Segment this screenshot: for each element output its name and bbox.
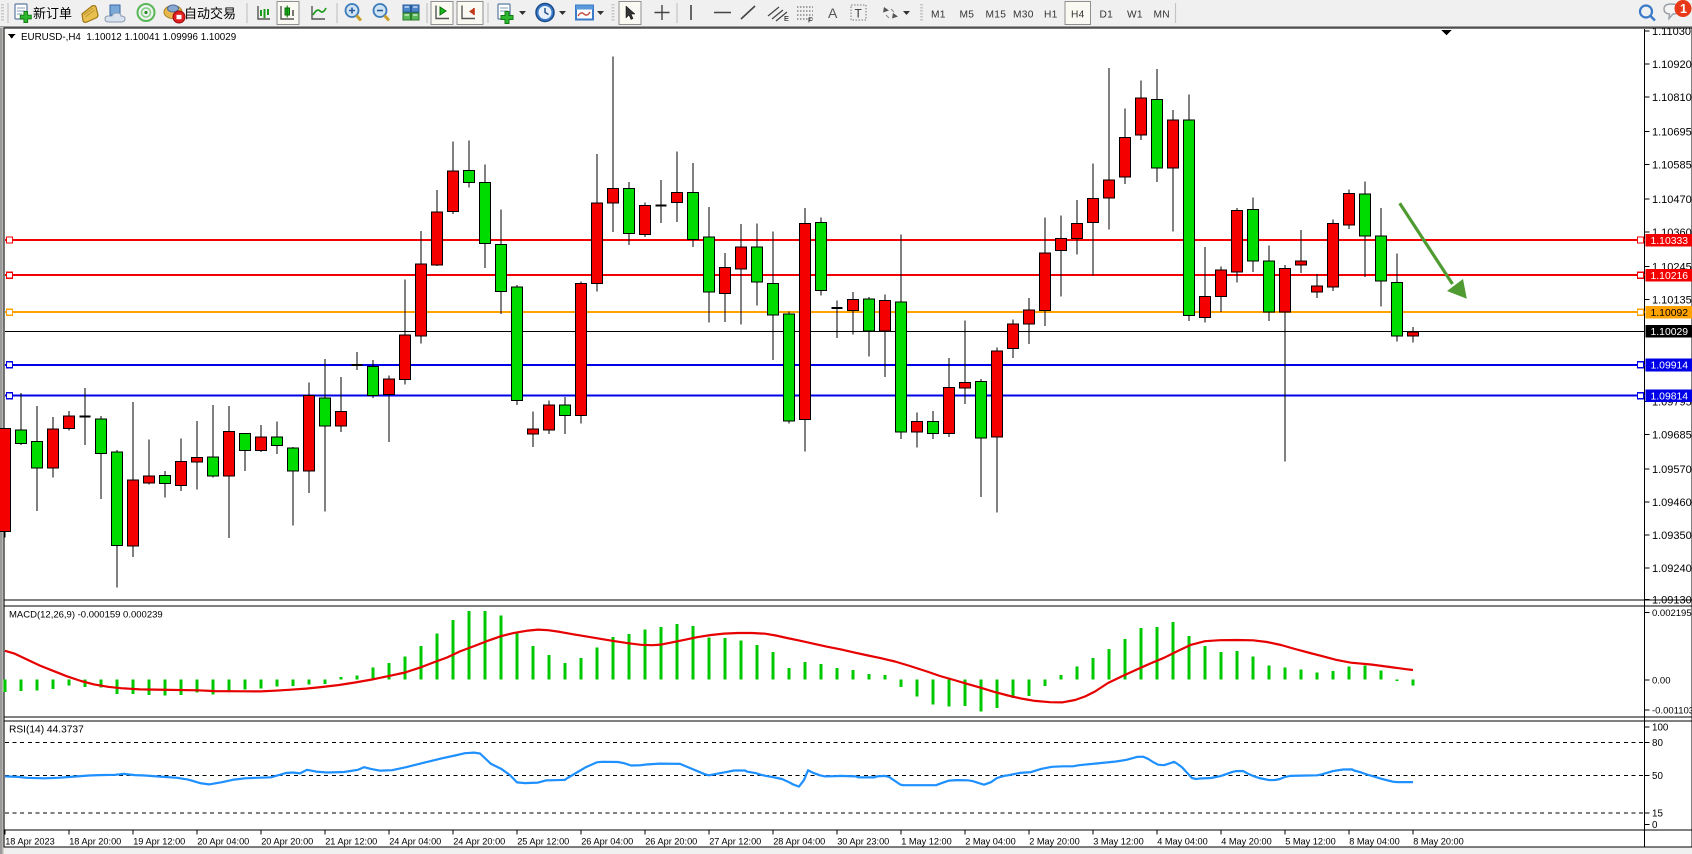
svg-text:M30: M30: [1013, 10, 1034, 21]
svg-text:8 May 20:00: 8 May 20:00: [1413, 837, 1464, 847]
svg-text:F: F: [808, 16, 813, 25]
svg-text:27 Apr 12:00: 27 Apr 12:00: [709, 837, 761, 847]
svg-text:20 Apr 04:00: 20 Apr 04:00: [197, 837, 249, 847]
svg-text:15: 15: [1652, 809, 1663, 820]
svg-text:80: 80: [1652, 738, 1663, 749]
svg-text:T: T: [855, 7, 863, 21]
svg-text:2 May 20:00: 2 May 20:00: [1029, 837, 1080, 847]
svg-text:M1: M1: [931, 10, 946, 21]
svg-text:D1: D1: [1100, 10, 1114, 21]
svg-text:W1: W1: [1127, 10, 1143, 21]
svg-text:18 Apr 20:00: 18 Apr 20:00: [69, 837, 121, 847]
svg-text:M15: M15: [986, 10, 1007, 21]
svg-text:H4: H4: [1071, 10, 1085, 21]
svg-text:1.10695: 1.10695: [1652, 126, 1692, 138]
svg-text:A: A: [828, 5, 838, 21]
svg-text:1.09130: 1.09130: [1652, 595, 1692, 607]
svg-text:18 Apr 2023: 18 Apr 2023: [5, 837, 55, 847]
svg-text:20 Apr 20:00: 20 Apr 20:00: [261, 837, 313, 847]
svg-text:100: 100: [1652, 722, 1669, 733]
svg-text:21 Apr 12:00: 21 Apr 12:00: [325, 837, 377, 847]
svg-text:1.11030: 1.11030: [1652, 26, 1691, 38]
svg-text:0.002195: 0.002195: [1652, 608, 1692, 619]
svg-text:5 May 12:00: 5 May 12:00: [1285, 837, 1336, 847]
svg-text:EURUSD-,H4 1.10012 1.10041 1.: EURUSD-,H4 1.10012 1.10041 1.09996 1.100…: [21, 32, 236, 43]
svg-text:4 May 04:00: 4 May 04:00: [1157, 837, 1208, 847]
svg-text:1 May 12:00: 1 May 12:00: [901, 837, 952, 847]
svg-text:H1: H1: [1044, 10, 1058, 21]
svg-text:1.10585: 1.10585: [1652, 159, 1692, 171]
svg-text:0: 0: [1652, 820, 1658, 831]
svg-text:3 May 12:00: 3 May 12:00: [1093, 837, 1144, 847]
svg-text:1.10810: 1.10810: [1652, 92, 1692, 104]
svg-text:8 May 04:00: 8 May 04:00: [1349, 837, 1400, 847]
svg-text:2 May 04:00: 2 May 04:00: [965, 837, 1016, 847]
svg-text:1: 1: [1680, 2, 1687, 16]
svg-text:1.09570: 1.09570: [1652, 464, 1692, 476]
svg-text:26 Apr 04:00: 26 Apr 04:00: [581, 837, 633, 847]
svg-text:1.10333: 1.10333: [1651, 236, 1689, 247]
svg-text:1.10135: 1.10135: [1652, 294, 1692, 306]
svg-text:50: 50: [1652, 771, 1663, 782]
svg-text:24 Apr 04:00: 24 Apr 04:00: [389, 837, 441, 847]
svg-text:25 Apr 12:00: 25 Apr 12:00: [517, 837, 569, 847]
svg-text:-0.001103: -0.001103: [1652, 706, 1692, 717]
svg-text:1.10029: 1.10029: [1651, 327, 1689, 338]
svg-text:1.09685: 1.09685: [1652, 430, 1692, 442]
svg-text:19 Apr 12:00: 19 Apr 12:00: [133, 837, 185, 847]
svg-text:1.09814: 1.09814: [1651, 391, 1689, 402]
svg-text:24 Apr 20:00: 24 Apr 20:00: [453, 837, 505, 847]
svg-text:新订单: 新订单: [33, 6, 72, 21]
svg-text:1.10470: 1.10470: [1652, 194, 1692, 206]
svg-text:自动交易: 自动交易: [184, 6, 236, 21]
svg-text:M5: M5: [960, 10, 975, 21]
svg-text:26 Apr 20:00: 26 Apr 20:00: [645, 837, 697, 847]
svg-text:1.09914: 1.09914: [1651, 361, 1689, 372]
svg-text:RSI(14) 44.3737: RSI(14) 44.3737: [9, 725, 84, 736]
svg-text:1.10216: 1.10216: [1651, 271, 1689, 282]
svg-text:E: E: [784, 14, 789, 23]
svg-text:1.10920: 1.10920: [1652, 59, 1692, 71]
svg-text:28 Apr 04:00: 28 Apr 04:00: [773, 837, 825, 847]
svg-text:4 May 20:00: 4 May 20:00: [1221, 837, 1272, 847]
svg-text:1.09350: 1.09350: [1652, 530, 1692, 542]
svg-text:MACD(12,26,9) -0.000159 0.0002: MACD(12,26,9) -0.000159 0.000239: [9, 610, 163, 621]
svg-text:0.00: 0.00: [1652, 675, 1671, 686]
svg-text:1.09240: 1.09240: [1652, 563, 1692, 575]
svg-text:1.09460: 1.09460: [1652, 497, 1692, 509]
svg-text:MN: MN: [1154, 10, 1170, 21]
svg-text:1.10092: 1.10092: [1651, 308, 1689, 319]
svg-text:30 Apr 23:00: 30 Apr 23:00: [837, 837, 889, 847]
